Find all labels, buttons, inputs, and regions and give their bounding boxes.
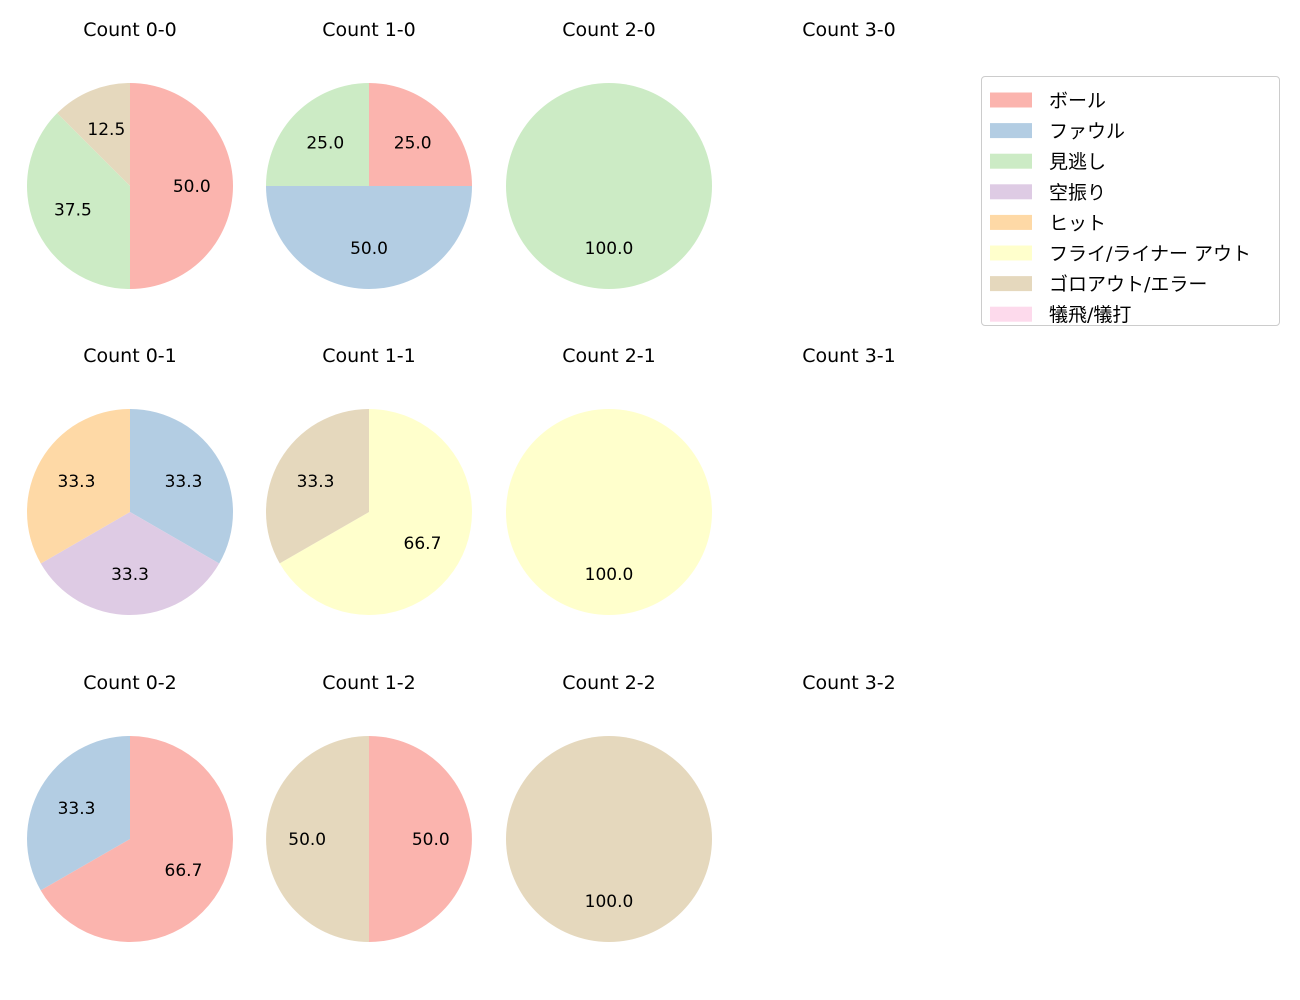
pie-chart: Count 3-1 (802, 345, 896, 367)
slice-label: 50.0 (173, 177, 211, 197)
legend-label: ボール (1049, 90, 1106, 112)
legend-swatch (990, 153, 1032, 169)
chart-title: Count 2-2 (562, 672, 656, 694)
slice-label: 50.0 (350, 239, 388, 259)
chart-title: Count 1-0 (322, 19, 416, 41)
slice-label: 33.3 (58, 799, 96, 819)
pie-slice (266, 186, 472, 289)
pie-slice (27, 409, 130, 564)
legend-swatch (990, 123, 1032, 139)
pie-slice (279, 409, 472, 615)
pie-slice (506, 83, 712, 289)
slice-label: 12.5 (87, 120, 125, 140)
slice-label: 25.0 (306, 133, 344, 153)
pie-slice (266, 83, 369, 186)
pie-slice (40, 736, 234, 942)
chart-title: Count 3-0 (802, 19, 896, 41)
slice-label: 25.0 (394, 133, 432, 153)
pie-slice (130, 409, 233, 564)
slice-label: 100.0 (585, 565, 634, 585)
pie-slice (27, 736, 130, 891)
slice-label: 33.3 (297, 472, 335, 492)
pie-chart: Count 2-0 100.0 (506, 19, 712, 289)
legend-swatch (990, 184, 1032, 200)
pie-chart: Count 0-2 66.7 33.3 (27, 672, 234, 942)
chart-title: Count 0-1 (83, 345, 177, 367)
pie-chart: Count 2-2 100.0 (506, 672, 712, 942)
pie-slice (130, 83, 233, 289)
legend: ボールファウル見逃し空振りヒットフライ/ライナー アウト ゴロアウト/エラー 犠飛/… (981, 76, 1280, 326)
chart-title: Count 3-1 (802, 345, 896, 367)
legend-label: 空振り (1049, 182, 1106, 204)
pie-slice (369, 736, 472, 942)
pie-chart: Count 0-1 33.3 33.3 33.3 (27, 345, 233, 615)
pie-slice (266, 409, 369, 564)
pie-chart: Count 2-1 100.0 (506, 345, 712, 615)
legend-label: 見逃し (1049, 151, 1106, 173)
slice-label: 33.3 (111, 565, 149, 585)
pie-chart: Count 0-0 50.0 37.5 12.5 (26, 19, 233, 289)
legend-label: 犠飛/犠打 (1049, 304, 1131, 326)
pie-slice (40, 512, 220, 615)
pie-slice (266, 736, 369, 942)
legend-swatch (990, 92, 1032, 108)
chart-title: Count 1-1 (322, 345, 416, 367)
pie-chart: Count 1-2 50.0 50.0 (266, 672, 472, 942)
slice-label: 66.7 (165, 861, 203, 881)
pie-chart: Count 3-0 (802, 19, 896, 41)
legend-swatch (990, 306, 1032, 322)
pie-slice (369, 83, 472, 186)
chart-title: Count 0-2 (83, 672, 177, 694)
legend-label: フライ/ライナー アウト (1049, 243, 1251, 265)
pie-chart: Count 1-1 66.7 33.3 (266, 345, 472, 615)
legend-label: ファウル (1049, 121, 1125, 143)
pie-slice (506, 736, 712, 942)
pie-slice (506, 409, 712, 615)
slice-label: 33.3 (165, 472, 203, 492)
pie-slice (26, 113, 130, 289)
legend-swatch (990, 245, 1032, 261)
slice-label: 100.0 (585, 892, 634, 912)
legend-swatch (990, 214, 1032, 230)
legend-label: ヒット (1049, 212, 1106, 234)
chart-title: Count 2-1 (562, 345, 656, 367)
legend-label: ゴロアウト/エラー (1049, 274, 1207, 296)
chart-title: Count 1-2 (322, 672, 416, 694)
slice-label: 66.7 (404, 534, 442, 554)
slice-label: 50.0 (288, 830, 326, 850)
pie-chart: Count 1-0 25.0 50.0 25.0 (266, 19, 472, 289)
legend-swatch (990, 276, 1032, 292)
chart-title: Count 3-2 (802, 672, 896, 694)
chart-title: Count 2-0 (562, 19, 656, 41)
pie-chart: Count 3-2 (802, 672, 896, 694)
slice-label: 37.5 (54, 201, 92, 221)
pie-slice (57, 83, 131, 186)
slice-label: 50.0 (412, 830, 450, 850)
slice-label: 33.3 (58, 472, 96, 492)
chart-title: Count 0-0 (83, 19, 177, 41)
slice-label: 100.0 (585, 239, 634, 259)
